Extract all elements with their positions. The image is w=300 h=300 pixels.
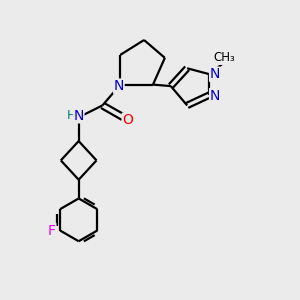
Text: H: H — [67, 109, 76, 122]
Text: F: F — [48, 224, 56, 238]
Text: O: O — [122, 113, 133, 127]
Text: N: N — [210, 67, 220, 81]
Text: N: N — [114, 79, 124, 93]
Text: CH₃: CH₃ — [213, 51, 235, 64]
Text: N: N — [210, 88, 220, 103]
Text: N: N — [74, 109, 84, 123]
